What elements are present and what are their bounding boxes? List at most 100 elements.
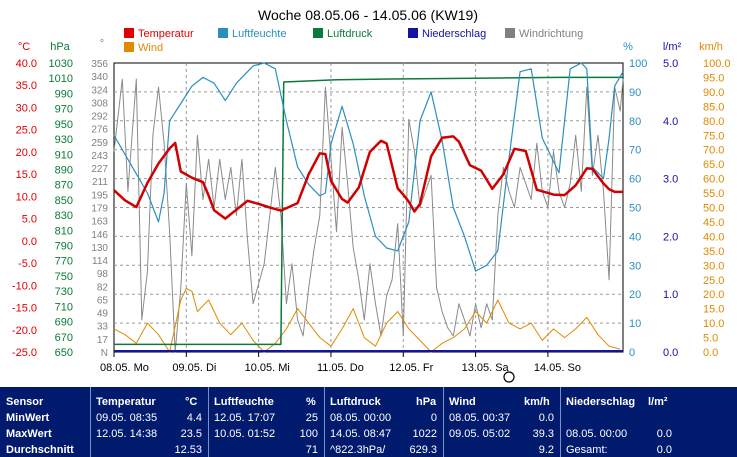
direction-tick: 82 [97, 282, 109, 293]
hdr-rain: Niederschlag [566, 396, 636, 408]
pressure-line [114, 76, 623, 346]
wind-unit: km/h [699, 41, 723, 53]
cell: 12.05. 14:38 [96, 428, 158, 440]
direction-unit: ° [100, 38, 104, 50]
temp-tick: -20.0 [12, 325, 37, 337]
pressure-tick: 690 [55, 317, 73, 329]
cell: 0.0 [656, 444, 672, 456]
temp-tick: 5.0 [22, 214, 37, 226]
hdr-rain-unit: l/m² [648, 396, 668, 408]
wind-tick: 55.0 [703, 188, 724, 200]
pressure-tick: 790 [55, 241, 73, 253]
legend-swatch [218, 28, 228, 38]
pressure-tick: 930 [55, 134, 73, 146]
pressure-tick: 910 [55, 149, 73, 161]
cell: Gesamt: [566, 444, 608, 456]
pressure-tick: 1010 [49, 73, 73, 85]
humidity-tick: 40 [629, 231, 641, 243]
pressure-tick: 670 [55, 332, 73, 344]
pressure-tick: 890 [55, 164, 73, 176]
direction-tick: 195 [91, 190, 108, 201]
chart-title: Woche 08.05.06 - 14.05.06 (KW19) [258, 7, 478, 23]
rain-unit: l/m² [663, 41, 682, 53]
x-label: 12.05. Fr [389, 362, 433, 374]
wind-tick: 20.0 [703, 289, 724, 301]
cell: 09.05. 08:35 [96, 412, 158, 424]
direction-tick: 356 [91, 59, 108, 70]
legend-swatch [124, 42, 134, 52]
humidity-tick: 50 [629, 203, 641, 215]
wind-direction-line [113, 78, 624, 353]
x-label: 10.05. Mi [245, 362, 290, 374]
direction-tick: 227 [91, 164, 108, 175]
direction-tick: 259 [91, 138, 108, 149]
pressure-tick: 650 [55, 347, 73, 359]
pressure-tick: 850 [55, 195, 73, 207]
cell: 12.05. 17:07 [214, 412, 276, 424]
wind-tick: 15.0 [703, 304, 724, 316]
axis-units: °C hPa °% l/m² km/h [18, 38, 723, 53]
cell: 0.0 [656, 428, 672, 440]
humidity-tick: 30 [629, 260, 641, 272]
temp-tick: 40.0 [16, 58, 37, 70]
direction-tick: 33 [97, 322, 109, 333]
humidity-tick: 0 [629, 347, 635, 359]
temp-tick: 30.0 [16, 102, 37, 114]
direction-tick: 292 [91, 112, 108, 123]
cell: ^822.3hPa/ [330, 444, 386, 456]
x-label: 14.05. So [534, 362, 581, 374]
pressure-tick: 810 [55, 225, 73, 237]
cell: 25 [305, 412, 318, 424]
cell: 0 [430, 412, 437, 424]
cell: 39.3 [532, 428, 554, 440]
temp-tick: 0.0 [22, 236, 37, 248]
row-label: MaxWert [6, 428, 52, 440]
temp-tick: 25.0 [16, 125, 37, 137]
wind-tick: 100.0 [703, 58, 731, 70]
wind-tick: 75.0 [703, 130, 724, 142]
pressure-tick: 990 [55, 88, 73, 100]
humidity-tick: 10 [629, 318, 641, 330]
legend-label: Niederschlag [422, 28, 486, 40]
legend: Temperatur Luftfeuchte Luftdruck Niederschl… [124, 28, 583, 54]
x-label: 08.05. Mo [100, 362, 149, 374]
wind-tick: 85.0 [703, 101, 724, 113]
pressure-tick: 970 [55, 104, 73, 116]
wind-tick: 10.0 [703, 318, 724, 330]
wind-tick: 80.0 [703, 116, 724, 128]
cell: 4.4 [186, 412, 202, 424]
hdr-wind: Wind [449, 396, 476, 408]
plot-area [113, 62, 624, 353]
direction-tick: 49 [97, 309, 109, 320]
axes: 40.0 35.0 30.0 25.0 20.0 15.0 10.0 5.0 0.0 -5.0 -1… [12, 58, 731, 383]
legend-label: Luftdruck [327, 28, 373, 40]
temperature-line [113, 135, 623, 220]
wind-tick: 45.0 [703, 217, 724, 229]
cell: 1022 [412, 428, 437, 440]
temp-tick: -15.0 [12, 303, 37, 315]
humidity-tick: 100 [629, 58, 647, 70]
hdr-temp-unit: °C [185, 396, 198, 408]
legend-label: Windrichtung [519, 28, 583, 40]
legend-label: Temperatur [138, 28, 194, 40]
x-label: 13.05. Sa [462, 362, 510, 374]
pressure-tick: 1030 [49, 58, 73, 70]
wind-tick: 30.0 [703, 260, 724, 272]
temp-tick: -5.0 [18, 258, 37, 270]
direction-tick: 130 [91, 243, 108, 254]
cell: 14.05. 08:47 [330, 428, 392, 440]
temp-tick: 35.0 [16, 80, 37, 92]
humidity-line [113, 62, 624, 272]
pressure-tick: 770 [55, 256, 73, 268]
temp-tick: 15.0 [16, 169, 37, 181]
legend-swatch [124, 28, 134, 38]
hdr-wind-unit: km/h [524, 396, 550, 408]
hdr-hum: Luftfeuchte [214, 396, 274, 408]
direction-tick: 179 [91, 204, 108, 215]
hdr-hum-unit: % [306, 396, 316, 408]
direction-tick: 163 [91, 217, 108, 228]
direction-tick: 308 [91, 98, 108, 109]
row-label: Durchschnitt [6, 444, 74, 456]
humidity-tick: 20 [629, 289, 641, 301]
legend-swatch [505, 28, 515, 38]
